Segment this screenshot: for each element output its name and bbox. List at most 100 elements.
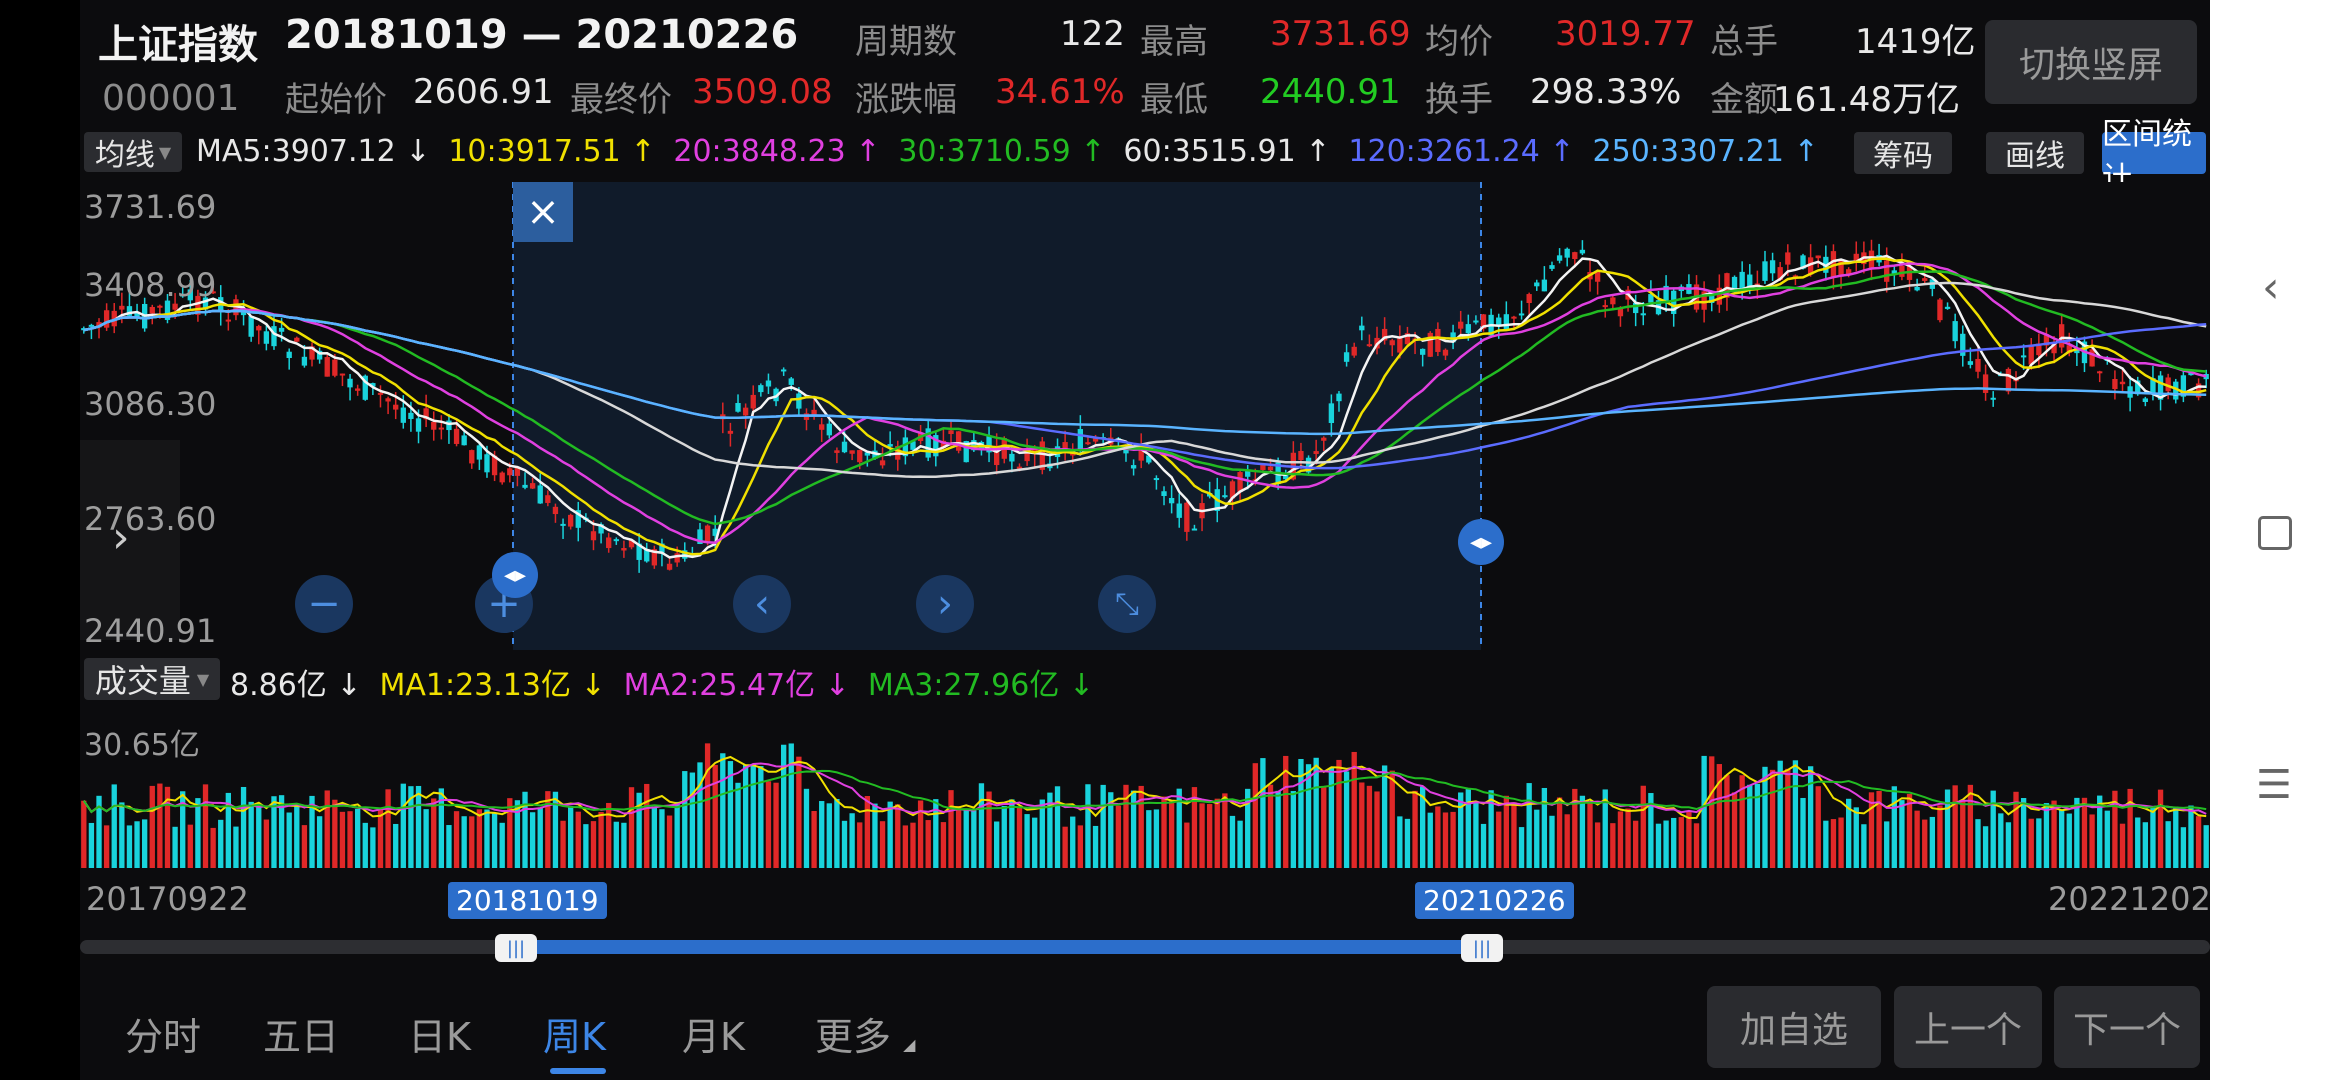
candle-body xyxy=(2135,380,2141,395)
volume-bar xyxy=(826,803,832,868)
candle-body xyxy=(864,452,871,456)
volume-bar xyxy=(1671,817,1677,868)
draw-line-button[interactable]: 画线 xyxy=(1986,132,2084,174)
volume-bar xyxy=(233,826,239,868)
volume-bar xyxy=(666,815,673,868)
candle-body xyxy=(712,528,718,536)
volume-bar xyxy=(1807,766,1814,868)
candle-body xyxy=(1419,348,1426,355)
tab-day-k[interactable]: 日K xyxy=(408,1015,471,1059)
expand-panel[interactable]: › xyxy=(80,440,180,640)
volume-bar xyxy=(1009,799,1015,868)
volume-bar xyxy=(1701,755,1707,868)
candle-body xyxy=(2043,334,2050,346)
candle-body xyxy=(96,322,102,328)
tab-more[interactable]: 更多 ◢ xyxy=(815,1006,915,1061)
candle-body xyxy=(316,350,323,360)
volume-bar xyxy=(750,764,756,868)
volume-bar xyxy=(910,822,916,868)
candle-body xyxy=(1640,313,1646,316)
volume-bar xyxy=(590,821,597,868)
tab-minute[interactable]: 分时 xyxy=(125,1015,202,1059)
candle-body xyxy=(2066,345,2072,353)
add-watchlist-button[interactable]: 加自选 xyxy=(1707,986,1881,1068)
tab-week-k[interactable]: 周K xyxy=(543,1015,606,1059)
volume-bar xyxy=(1967,784,1974,868)
volume-chart[interactable] xyxy=(80,708,2210,868)
timeline-end-handle[interactable]: ||| xyxy=(1461,934,1503,962)
candle-body xyxy=(1450,332,1456,343)
volume-bar xyxy=(1267,784,1274,868)
volume-bar xyxy=(1572,788,1578,868)
ma-value-6: 250:3307.21 ↑ xyxy=(1592,134,1819,169)
timeline-start-handle[interactable]: ||| xyxy=(495,934,537,962)
home-icon[interactable] xyxy=(2258,516,2292,550)
volume-ma-line-5 xyxy=(82,755,2207,820)
candle-body xyxy=(1123,447,1129,454)
volume-bar xyxy=(1982,826,1989,868)
candle-body xyxy=(1754,283,1761,286)
volume-bar xyxy=(507,798,513,868)
volume-bar xyxy=(529,812,536,868)
collapse-button[interactable]: ⤡ xyxy=(1098,575,1156,633)
candle-body xyxy=(1146,455,1152,463)
volume-bar xyxy=(1937,805,1943,868)
candle-body xyxy=(491,455,498,476)
volume-bar xyxy=(332,799,338,868)
volume-bar xyxy=(286,812,292,868)
candle-body xyxy=(659,543,665,553)
candle-body xyxy=(1579,249,1586,254)
scroll-left-button[interactable]: ‹ xyxy=(733,575,791,633)
range-stats-button[interactable]: 区间统计 xyxy=(2102,117,2206,196)
candle-body xyxy=(1077,429,1084,452)
volume-background xyxy=(80,708,2210,868)
volume-bar xyxy=(415,785,422,868)
volume-bar xyxy=(2036,818,2042,868)
candle-body xyxy=(461,435,467,446)
candle-body xyxy=(202,297,209,310)
volume-bar xyxy=(1754,783,1761,868)
ma-selector[interactable]: 均线 ▼ xyxy=(84,132,182,173)
volume-bar xyxy=(872,803,878,868)
volume-bar xyxy=(1108,792,1114,868)
volume-bar xyxy=(408,786,414,868)
candle-body xyxy=(1914,286,1920,291)
candle-body xyxy=(1085,442,1091,445)
candle-body xyxy=(598,524,604,534)
candle-body xyxy=(2150,378,2156,395)
scroll-right-button[interactable]: › xyxy=(916,575,974,633)
amount-value: 161.48万亿 xyxy=(1773,80,1960,120)
candle-body xyxy=(849,450,855,454)
range-end-handle[interactable]: ◂▸ xyxy=(1458,519,1504,565)
kline-chart[interactable] xyxy=(80,182,2210,650)
switch-portrait-button[interactable]: 切换竖屏 xyxy=(1985,20,2197,104)
zoom-out-button[interactable]: − xyxy=(295,575,353,633)
volume-selector[interactable]: 成交量 ▼ xyxy=(84,658,220,700)
next-button[interactable]: 下一个 xyxy=(2054,986,2200,1068)
prev-button[interactable]: 上一个 xyxy=(1894,986,2042,1068)
volume-bar xyxy=(1785,768,1791,868)
volume-bar xyxy=(796,756,802,868)
candle-body xyxy=(172,303,178,310)
volume-bar xyxy=(1739,775,1745,868)
volume-bar xyxy=(1305,764,1312,868)
volume-bar xyxy=(240,786,247,868)
candle-body xyxy=(1982,374,1989,393)
chouma-button[interactable]: 筹码 xyxy=(1854,132,1952,174)
volume-bar xyxy=(1678,817,1684,868)
tab-month-k[interactable]: 月K xyxy=(682,1015,745,1059)
volume-bar xyxy=(1138,785,1144,868)
volume-bar xyxy=(1161,796,1167,868)
volume-bar xyxy=(2066,813,2072,868)
back-icon[interactable]: ‹ xyxy=(2262,262,2280,313)
candle-body xyxy=(666,563,673,570)
candle-body xyxy=(514,466,521,476)
volume-bar xyxy=(1458,792,1464,868)
menu-icon[interactable]: ☰ xyxy=(2256,762,2292,808)
range-start-handle[interactable]: ◂▸ xyxy=(492,552,538,598)
close-range-button[interactable]: × xyxy=(513,182,573,242)
candle-body xyxy=(164,300,171,320)
chevron-right-icon: › xyxy=(112,512,130,563)
tab-five-day[interactable]: 五日 xyxy=(263,1015,340,1059)
volume-bar xyxy=(644,783,650,868)
